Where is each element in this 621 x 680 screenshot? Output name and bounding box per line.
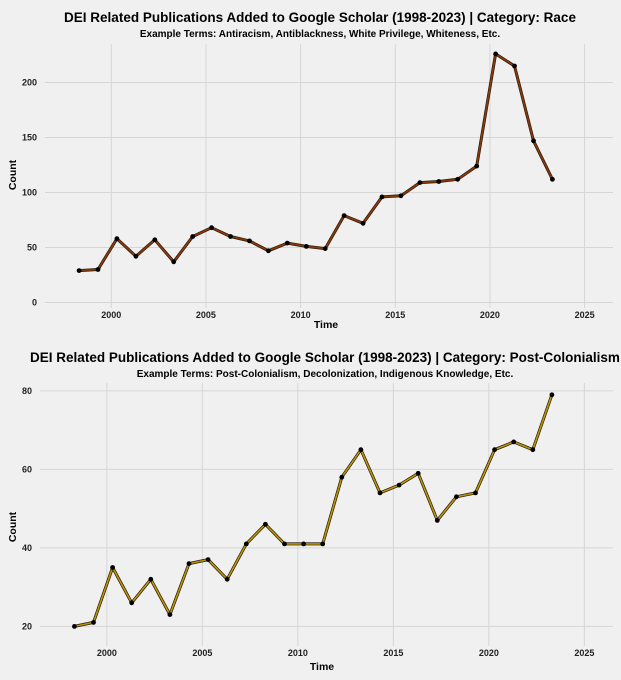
chart2-xlabel: Time <box>310 661 334 673</box>
chart1-data-point <box>493 51 498 57</box>
chart2-data-point <box>377 490 383 496</box>
chart2-data-point <box>243 541 249 547</box>
chart2-data-point <box>415 470 421 476</box>
chart1-ytick-label: 200 <box>22 78 37 88</box>
chart1-subtitle: Example Terms: Antiracism, Antiblackness… <box>140 29 501 40</box>
chart2-data-point <box>282 541 287 547</box>
chart2-data-point <box>492 447 497 453</box>
chart1-data-point <box>266 248 271 254</box>
chart2-data-point <box>511 439 517 445</box>
chart1-data-point <box>360 220 366 226</box>
chart2-xtick-label: 2015 <box>383 648 403 658</box>
chart1-xlabel: Time <box>314 319 338 331</box>
chart2-ylabel: Count <box>7 511 19 542</box>
chart1-data-point <box>398 193 404 199</box>
chart2-data-point <box>186 561 192 566</box>
chart1-xtick-label: 2005 <box>196 310 216 320</box>
chart2-plot: 2000 2005 2010 2015 2020 2025 20 40 60 80 <box>22 383 613 658</box>
chart2-data-point <box>110 565 115 570</box>
chart1-data-point <box>284 240 290 246</box>
chart2-data-point <box>530 447 536 453</box>
chart1-data-point <box>512 63 517 69</box>
chart2-series-line <box>74 394 553 628</box>
chart1-data-point <box>152 237 158 243</box>
chart1-data-point <box>228 234 233 239</box>
chart1-data-point <box>531 138 536 144</box>
chart1-ytick-label: 50 <box>27 243 37 253</box>
chart2-xtick-label: 2000 <box>97 648 117 658</box>
chart1-data-point <box>436 179 442 184</box>
chart1-data-point <box>247 238 252 244</box>
chart2-data-point <box>91 620 96 625</box>
chart1-data-point <box>209 225 215 231</box>
chart1-data-point <box>550 176 555 182</box>
chart2-xtick-label: 2010 <box>288 648 308 658</box>
chart2-title: DEI Related Publications Added to Google… <box>30 350 620 365</box>
chart2-data-point <box>358 447 364 453</box>
chart2-ytick-label: 20 <box>22 621 32 631</box>
chart1-series-line <box>79 53 554 272</box>
chart1-data-point <box>322 246 328 252</box>
chart1-ylabel: Count <box>7 159 19 190</box>
chart2-data-point <box>167 612 173 617</box>
chart1-series-outline <box>79 52 554 273</box>
chart1-xtick-label: 2020 <box>480 310 500 320</box>
chart1-data-point <box>303 244 309 249</box>
chart1-data-point <box>76 268 82 273</box>
chart2-data-point <box>454 494 459 500</box>
chart2-subtitle: Example Terms: Post-Colonialism, Decolon… <box>137 369 514 380</box>
chart2-data-point <box>205 557 211 562</box>
chart1-data-point <box>95 267 101 272</box>
chart1-ytick-label: 0 <box>32 298 37 308</box>
chart2-data-point <box>263 521 268 527</box>
chart1-data-point <box>133 253 139 259</box>
chart1-xtick-label: 2025 <box>575 310 595 320</box>
chart2-xtick-label: 2005 <box>192 648 212 658</box>
chart1-xtick-label: 2010 <box>291 310 311 320</box>
chart2-ytick-label: 40 <box>22 543 32 553</box>
chart2-xtick-label: 2020 <box>479 648 499 658</box>
chart2-data-point <box>549 392 555 398</box>
chart2-data-point <box>473 490 478 496</box>
chart2-data-point <box>72 624 77 629</box>
chart1-data-point <box>417 180 423 186</box>
chart2-data-point <box>224 576 230 582</box>
chart2-data-point <box>434 518 440 523</box>
chart1-data-point <box>341 213 347 219</box>
chart2-series-outline <box>74 394 554 628</box>
chart2-ytick-label: 80 <box>22 386 32 396</box>
chart1-ytick-label: 150 <box>22 133 37 143</box>
chart2-data-point <box>301 541 306 547</box>
chart1-data-point <box>171 259 177 265</box>
chart2-xtick-label: 2025 <box>574 648 594 658</box>
chart1-ytick-label: 100 <box>22 188 37 198</box>
chart2-data-point <box>148 576 154 582</box>
chart2-data-point <box>129 600 135 606</box>
chart2-ytick-label: 60 <box>22 464 32 474</box>
chart1-data-point <box>379 194 385 200</box>
chart2-data-point <box>396 482 402 488</box>
chart1-data-point <box>190 234 196 239</box>
chart1-xtick-label: 2000 <box>101 310 121 320</box>
chart2-data-point <box>339 474 345 480</box>
chart1-xtick-label: 2015 <box>385 310 405 320</box>
chart1-data-point <box>474 163 480 169</box>
chart1-title: DEI Related Publications Added to Google… <box>64 10 576 25</box>
chart1-plot: 2000 2005 2010 2015 2020 2025 0 50 100 150 200 <box>22 44 613 320</box>
chart2-data-point <box>320 541 326 547</box>
chart1-data-point <box>455 176 461 182</box>
chart1-data-point <box>114 236 120 242</box>
